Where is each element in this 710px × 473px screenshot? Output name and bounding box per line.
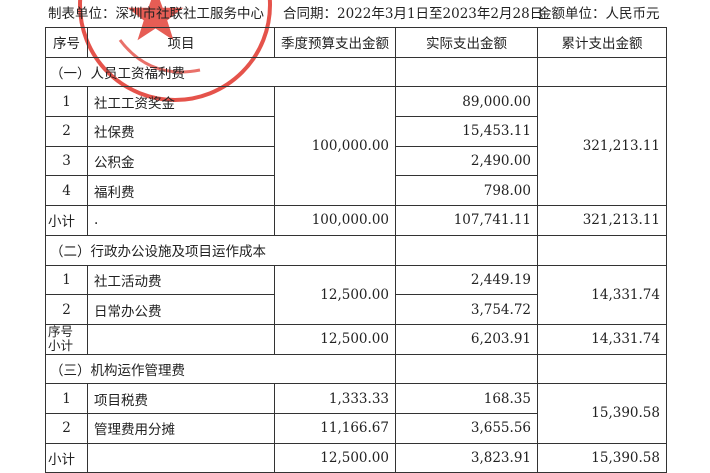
table-row: 1 项目税费 1,333.33 168.35 15,390.58 xyxy=(45,383,667,444)
row-item: 公积金 xyxy=(87,145,275,177)
subtotal-cumulative: 14,331.74 xyxy=(537,323,667,355)
row-actual: 15,453.11 xyxy=(395,116,538,147)
currency-unit: 金额单位：人民币元 xyxy=(538,6,660,22)
row-item: 社工活动费 xyxy=(87,264,275,296)
subtotal-budget: 100,000.00 xyxy=(274,205,396,236)
subtotal-budget: 12,500.00 xyxy=(274,442,396,473)
subtotal-label: 序号 小计 xyxy=(45,323,88,355)
subtotal-cumulative: 321,213.11 xyxy=(537,205,667,236)
row-actual: 2,490.00 xyxy=(395,145,538,177)
row-actual: 89,000.00 xyxy=(395,86,538,118)
row-budget: 1,333.33 xyxy=(274,383,396,414)
row-item: 社保费 xyxy=(87,116,275,147)
subtotal-row: 小计 . 100,000.00 107,741.11 321,213.11 xyxy=(45,205,667,236)
document-header: 制表单位：深圳市社联社工服务中心 合同期：2022年3月1日至2023年2月28… xyxy=(48,2,710,22)
section-row: （三）机构运作管理费 xyxy=(45,353,667,385)
table-row: 4 福利费 798.00 xyxy=(45,175,667,207)
row-no: 4 xyxy=(45,175,88,207)
row-no: 2 xyxy=(45,412,88,444)
col-header-actual: 实际支出金额 xyxy=(395,27,538,58)
row-actual: 3,655.56 xyxy=(395,412,538,444)
section-title: （三）机构运作管理费 xyxy=(45,353,396,385)
section-row: （一）人员工资福利费 xyxy=(45,56,667,88)
row-cumulative: 321,213.11 xyxy=(537,86,667,207)
subtotal-budget: 12,500.00 xyxy=(274,323,396,355)
subtotal-label: 小计 xyxy=(45,442,88,473)
table-row: 1 社工活动费 12,500.00 2,449.19 14,331.74 xyxy=(45,264,667,325)
row-cumulative: 14,331.74 xyxy=(537,264,667,325)
row-actual: 2,449.19 xyxy=(395,264,538,296)
row-actual: 3,754.72 xyxy=(395,294,538,325)
row-item: 管理费用分摊 xyxy=(87,412,275,444)
section-title: （一）人员工资福利费 xyxy=(45,56,396,88)
table-row: 2 日常办公费 3,754.72 xyxy=(45,294,667,325)
subtotal-actual: 107,741.11 xyxy=(395,205,538,236)
contract-period: 合同期：2022年3月1日至2023年2月28日 xyxy=(283,6,544,22)
row-cumulative: 15,390.58 xyxy=(537,383,667,444)
table-row: 3 公积金 2,490.00 xyxy=(45,145,667,177)
col-header-item: 项目 xyxy=(87,27,275,58)
expense-table: 序号 项目 季度预算支出金额 实际支出金额 累计支出金额 （一）人员工资福利费 … xyxy=(45,27,667,473)
subtotal-row: 小计 12,500.00 3,823.91 15,390.58 xyxy=(45,442,667,473)
col-header-no: 序号 xyxy=(45,27,88,58)
row-budget: 12,500.00 xyxy=(274,264,396,325)
section-title: （二）行政办公设施及项目运作成本 xyxy=(45,234,396,266)
table-row: 2 管理费用分摊 11,166.67 3,655.56 xyxy=(45,412,667,444)
section-row: （二）行政办公设施及项目运作成本 xyxy=(45,234,667,266)
row-actual: 798.00 xyxy=(395,175,538,207)
row-item: 社工工资奖金 xyxy=(87,86,275,118)
row-item: 项目税费 xyxy=(87,383,275,414)
subtotal-row: 序号 小计 12,500.00 6,203.91 14,331.74 xyxy=(45,323,667,355)
table-row: 1 社工工资奖金 100,000.00 89,000.00 321,213.11 xyxy=(45,86,667,207)
table-row: 2 社保费 15,453.11 xyxy=(45,116,667,147)
row-no: 1 xyxy=(45,264,88,296)
subtotal-note: . xyxy=(87,205,275,236)
row-item: 日常办公费 xyxy=(87,294,275,325)
col-header-cumulative: 累计支出金额 xyxy=(537,27,667,58)
preparing-unit: 制表单位：深圳市社联社工服务中心 xyxy=(48,6,264,22)
subtotal-actual: 6,203.91 xyxy=(395,323,538,355)
row-no: 2 xyxy=(45,116,88,147)
subtotal-label: 小计 xyxy=(45,205,88,236)
col-header-budget: 季度预算支出金额 xyxy=(274,27,396,58)
row-item: 福利费 xyxy=(87,175,275,207)
table-header-row: 序号 项目 季度预算支出金额 实际支出金额 累计支出金额 xyxy=(45,27,667,58)
row-budget: 100,000.00 xyxy=(274,86,396,207)
row-no: 1 xyxy=(45,383,88,414)
row-no: 2 xyxy=(45,294,88,325)
row-budget: 11,166.67 xyxy=(274,412,396,444)
row-no: 1 xyxy=(45,86,88,118)
row-no: 3 xyxy=(45,145,88,177)
row-actual: 168.35 xyxy=(395,383,538,414)
subtotal-actual: 3,823.91 xyxy=(395,442,538,473)
subtotal-cumulative: 15,390.58 xyxy=(537,442,667,473)
